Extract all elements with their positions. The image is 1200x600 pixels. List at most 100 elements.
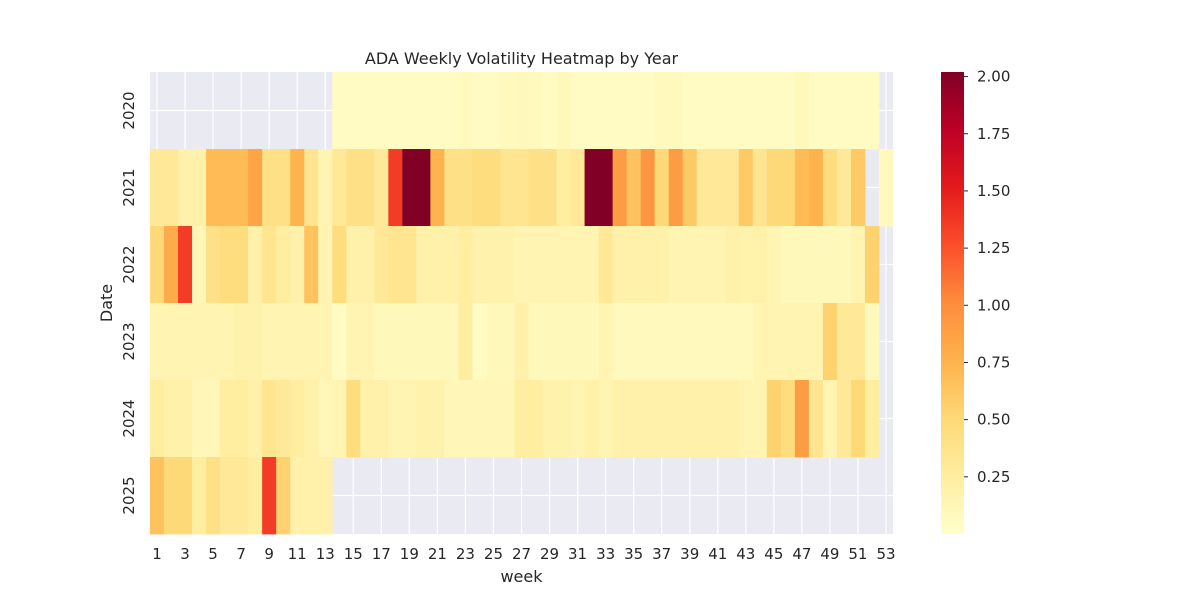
x-tick-label: 21 bbox=[428, 545, 447, 563]
heatmap-cell bbox=[388, 303, 403, 381]
heatmap-cell bbox=[262, 149, 277, 227]
heatmap-cell bbox=[850, 226, 866, 304]
x-tick-label: 39 bbox=[680, 545, 699, 563]
heatmap-cell bbox=[696, 149, 712, 227]
heatmap-cell bbox=[682, 149, 698, 227]
x-tick-label: 19 bbox=[400, 545, 419, 563]
colorbar-tick-label: 1.75 bbox=[977, 125, 1010, 143]
x-tick-label: 5 bbox=[208, 545, 218, 563]
heatmap-cell bbox=[612, 303, 628, 381]
heatmap-cell bbox=[220, 149, 235, 227]
heatmap-cell bbox=[318, 380, 333, 458]
x-tick-label: 45 bbox=[764, 545, 783, 563]
heatmap-cell bbox=[150, 303, 165, 381]
heatmap-cell bbox=[318, 149, 333, 227]
heatmap-cell bbox=[696, 380, 712, 458]
heatmap-cell bbox=[752, 226, 768, 304]
heatmap-cell bbox=[178, 457, 193, 535]
heatmap-cell bbox=[640, 72, 656, 150]
heatmap-cell bbox=[360, 149, 375, 227]
heatmap-cell bbox=[528, 72, 543, 150]
heatmap-cell bbox=[500, 303, 515, 381]
heatmap-cell bbox=[850, 380, 866, 458]
heatmap-cell bbox=[472, 226, 487, 304]
heatmap-cell bbox=[668, 72, 684, 150]
heatmap-cell bbox=[360, 303, 375, 381]
colorbar-ticks: 2.00 1.75 1.50 1.25 1.00 0.75 0.50 0.25 bbox=[964, 68, 1010, 486]
heatmap-cell bbox=[710, 226, 726, 304]
heatmap-cell bbox=[640, 380, 656, 458]
heatmap-cell bbox=[486, 72, 501, 150]
heatmap-cell bbox=[654, 72, 670, 150]
heatmap-cell bbox=[654, 226, 670, 304]
heatmap-cell bbox=[430, 380, 445, 458]
heatmap-cell bbox=[598, 380, 614, 458]
heatmap-cell bbox=[220, 457, 235, 535]
heatmap-cell bbox=[514, 380, 529, 458]
heatmap-cell bbox=[458, 226, 473, 304]
heatmap-cell bbox=[514, 303, 529, 381]
heatmap-cell bbox=[780, 72, 796, 150]
heatmap-cell bbox=[528, 303, 543, 381]
heatmap-cell bbox=[472, 149, 487, 227]
heatmap-cell bbox=[150, 226, 165, 304]
heatmap-cell bbox=[794, 226, 810, 304]
heatmap-cell bbox=[206, 380, 221, 458]
heatmap-cell bbox=[290, 226, 305, 304]
heatmap-cell bbox=[752, 72, 768, 150]
heatmap-cell bbox=[612, 380, 628, 458]
x-tick-label: 11 bbox=[288, 545, 307, 563]
y-axis-label: Date bbox=[97, 284, 116, 322]
x-tick-label: 27 bbox=[512, 545, 531, 563]
heatmap-cell bbox=[486, 226, 501, 304]
heatmap-cell bbox=[612, 149, 628, 227]
heatmap-cell bbox=[542, 72, 557, 150]
heatmap-cell bbox=[276, 380, 291, 458]
heatmap-cell bbox=[206, 303, 221, 381]
heatmap-cell bbox=[542, 380, 557, 458]
heatmap-cell bbox=[220, 226, 235, 304]
heatmap-cell bbox=[430, 149, 445, 227]
heatmap-cell bbox=[500, 72, 515, 150]
heatmap-cell bbox=[388, 72, 403, 150]
heatmap-cell bbox=[374, 72, 389, 150]
heatmap-cell bbox=[864, 72, 880, 150]
x-tick-label: 37 bbox=[652, 545, 671, 563]
heatmap-cell bbox=[276, 226, 291, 304]
heatmap-cell bbox=[486, 149, 501, 227]
heatmap-cell bbox=[794, 149, 810, 227]
heatmap-cell bbox=[514, 226, 529, 304]
colorbar-tick-label: 1.00 bbox=[977, 296, 1010, 314]
heatmap-cell bbox=[164, 149, 179, 227]
heatmap-cell bbox=[444, 303, 459, 381]
heatmap-cell bbox=[542, 226, 557, 304]
heatmap-cell bbox=[598, 226, 614, 304]
x-tick-label: 7 bbox=[236, 545, 246, 563]
heatmap-cell bbox=[584, 303, 599, 381]
x-tick-label: 23 bbox=[456, 545, 475, 563]
heatmap-cell bbox=[458, 303, 473, 381]
heatmap-cell bbox=[696, 303, 712, 381]
y-tick-label: 2022 bbox=[120, 245, 138, 283]
colorbar-tick-label: 2.00 bbox=[977, 68, 1010, 86]
heatmap-cell bbox=[724, 149, 740, 227]
heatmap-cell bbox=[164, 226, 179, 304]
x-tick-label: 29 bbox=[540, 545, 559, 563]
heatmap-cell bbox=[416, 303, 431, 381]
heatmap-cell bbox=[738, 149, 754, 227]
heatmap-cell bbox=[514, 72, 529, 150]
heatmap-cell bbox=[206, 457, 221, 535]
colorbar bbox=[941, 72, 964, 534]
heatmap-cell bbox=[626, 149, 642, 227]
heatmap-cell bbox=[640, 303, 656, 381]
heatmap-cell bbox=[542, 303, 557, 381]
heatmap-cell bbox=[780, 226, 796, 304]
y-axis-ticks: 2020 2021 2022 2023 2024 2025 bbox=[120, 91, 138, 514]
x-tick-label: 51 bbox=[848, 545, 867, 563]
heatmap-cell bbox=[766, 72, 782, 150]
heatmap-cell bbox=[836, 380, 852, 458]
heatmap-cell bbox=[598, 303, 614, 381]
heatmap-cell bbox=[822, 303, 838, 381]
x-tick-label: 17 bbox=[372, 545, 391, 563]
heatmap-cell bbox=[570, 149, 585, 227]
